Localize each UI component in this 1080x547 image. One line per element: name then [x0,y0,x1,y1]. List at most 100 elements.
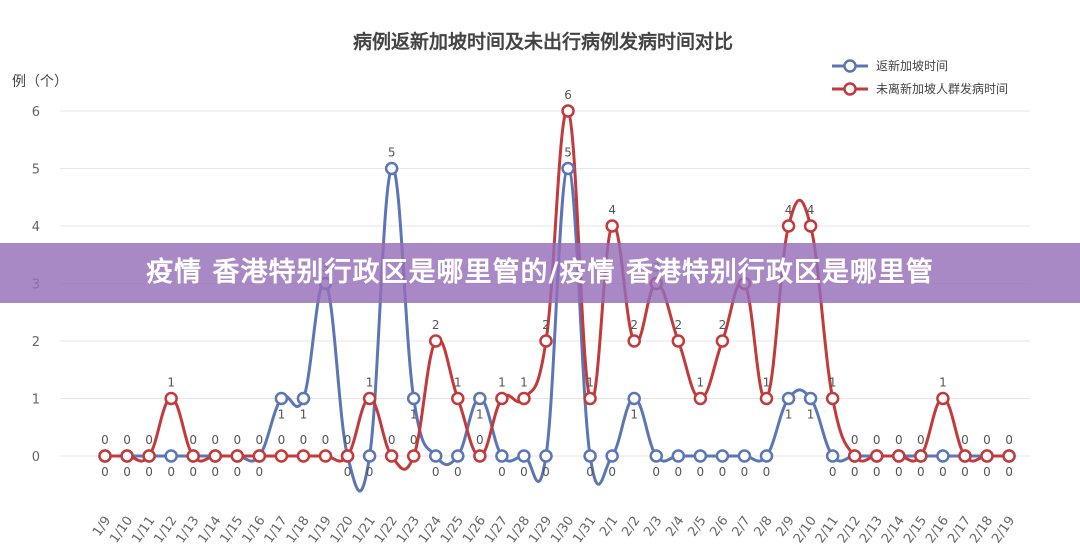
data-point [759,449,774,463]
data-point [958,449,972,463]
data-label: 1 [366,376,374,390]
data-label: 1 [300,408,308,422]
data-point [936,449,950,463]
x-tick-label: 1/22 [372,514,401,547]
x-tick-label: 2/3 [641,514,665,540]
data-label: 0 [278,433,286,447]
data-label: 0 [1005,465,1013,479]
data-point [296,391,311,406]
data-label: 4 [807,203,815,217]
data-point [296,449,311,463]
data-point [561,161,575,176]
data-point [605,449,619,463]
data-point [1002,449,1016,463]
x-tick-label: 1/19 [306,514,335,547]
data-label: 6 [564,88,572,102]
data-point [671,334,686,348]
x-tick-label: 2/6 [707,514,731,540]
data-label: 1 [498,376,506,390]
x-tick-label: 1/12 [151,514,180,547]
data-point [825,391,840,406]
data-label: 0 [189,433,197,447]
x-tick-label: 2/13 [857,514,886,547]
legend-marker [843,59,857,73]
data-point [517,391,531,406]
data-point [406,391,421,406]
data-label: 0 [851,433,859,447]
data-point [693,391,708,406]
data-label: 0 [983,433,991,447]
data-label: 1 [785,408,793,422]
data-label: 0 [366,465,374,479]
data-label: 0 [410,433,418,447]
data-label: 0 [829,465,837,479]
data-label: 0 [939,465,947,479]
chart-title: 病例返新加坡时间及未出行病例发病时间对比 [353,30,733,53]
data-point [252,449,267,463]
data-point [186,449,200,463]
data-label: 0 [256,465,264,479]
x-tick-label: 2/7 [729,514,753,540]
data-label: 0 [520,465,528,479]
data-point [164,449,178,463]
data-point [208,449,222,463]
legend-marker [843,82,857,96]
x-tick-label: 1/13 [173,514,202,547]
data-point [627,391,641,406]
data-label: 0 [344,465,352,479]
data-point [803,219,818,233]
x-tick-label: 2/1 [597,514,621,540]
data-point [803,391,818,406]
data-label: 2 [719,318,727,332]
x-tick-label: 1/27 [482,514,511,547]
data-label: 0 [674,465,682,479]
data-label: 0 [895,465,903,479]
data-point [495,391,509,406]
x-tick-label: 1/23 [394,514,423,547]
data-label: 0 [873,433,881,447]
x-tick-label: 1/30 [548,514,577,547]
data-label: 0 [983,465,991,479]
data-label: 1 [807,408,815,422]
data-label: 0 [233,433,241,447]
data-point [473,391,487,406]
data-point [781,391,796,406]
data-label: 0 [652,465,660,479]
data-label: 0 [454,465,462,479]
data-label: 1 [410,408,418,422]
data-point [429,334,443,348]
data-point [671,449,686,463]
data-label: 0 [873,465,881,479]
x-tick-labels: 1/91/101/111/121/131/141/151/161/171/181… [90,514,1018,547]
x-tick-label: 1/14 [195,514,224,547]
data-point [980,449,994,463]
data-label: 0 [101,465,109,479]
data-point [781,219,796,233]
data-label: 0 [542,465,550,479]
data-label: 1 [586,376,594,390]
data-label: 0 [697,465,705,479]
y-tick-label: 5 [32,163,40,178]
x-tick-label: 1/15 [218,514,247,547]
data-label: 0 [145,465,153,479]
data-label: 0 [498,465,506,479]
x-tick-label: 1/24 [416,514,445,547]
data-point [451,391,465,406]
data-label: 0 [322,433,330,447]
data-label: 5 [388,146,396,160]
data-label: 5 [564,146,572,160]
data-label: 0 [101,433,109,447]
data-label: 1 [829,376,837,390]
data-label: 0 [851,465,859,479]
data-point [362,391,377,406]
x-tick-label: 2/8 [751,514,775,540]
data-label: 1 [454,376,462,390]
data-point [539,334,553,348]
y-axis-label: 例（个） [12,74,68,90]
data-label: 2 [542,318,550,332]
x-tick-label: 1/28 [504,514,533,547]
data-point [406,449,421,463]
data-label: 0 [586,465,594,479]
data-label: 1 [278,408,286,422]
x-tick-label: 2/14 [879,514,908,547]
